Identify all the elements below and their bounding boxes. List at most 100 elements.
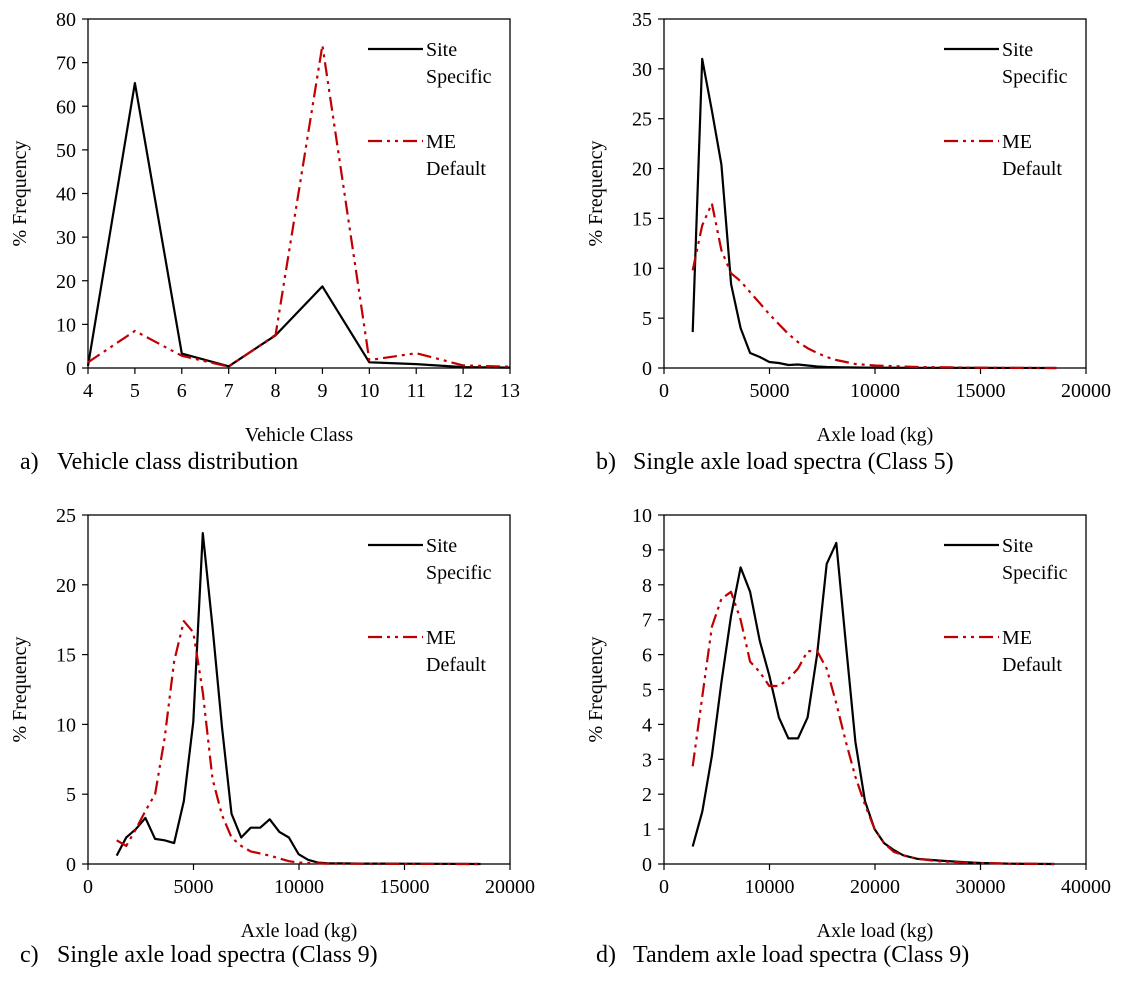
x-tick-label: 5000 (750, 380, 790, 402)
y-tick-label: 15 (632, 208, 652, 230)
x-axis-label: Vehicle Class (245, 424, 354, 446)
x-tick-label: 10000 (745, 876, 795, 898)
legend-label: Default (1002, 654, 1062, 676)
y-tick-label: 5 (66, 784, 76, 806)
x-tick-label: 20000 (1061, 380, 1111, 402)
legend-label: Default (426, 654, 486, 676)
y-axis-label: % Frequency (9, 636, 31, 742)
x-tick-label: 8 (271, 380, 281, 402)
legend-label: Specific (1002, 562, 1068, 584)
x-tick-label: 11 (407, 380, 426, 402)
y-tick-label: 0 (642, 854, 652, 876)
x-tick-label: 7 (224, 380, 234, 402)
series-line-me-default (691, 590, 1055, 866)
x-tick-label: 0 (83, 876, 93, 898)
x-tick-label: 4 (83, 380, 93, 402)
y-tick-label: 10 (632, 258, 652, 280)
y-tick-label: 20 (632, 159, 652, 181)
caption-letter: c) (20, 942, 39, 968)
y-tick-label: 8 (642, 575, 652, 597)
y-axis-label: % Frequency (9, 140, 31, 246)
legend-label: Specific (426, 66, 492, 88)
y-tick-label: 15 (56, 645, 76, 667)
x-tick-label: 13 (500, 380, 520, 402)
legend-label: Site (426, 39, 457, 61)
x-tick-label: 10 (359, 380, 379, 402)
x-tick-label: 9 (317, 380, 327, 402)
caption-letter: b) (596, 449, 616, 475)
chart-panel-1: 0 10 20 30 40 50 60 70 80 4 5 6 7 8 9 10 11 12 13 Vehicle C… (9, 9, 520, 475)
y-tick-label: 10 (56, 314, 76, 336)
x-tick-label: 5000 (174, 876, 214, 898)
y-tick-label: 0 (642, 358, 652, 380)
series-line-site-specific (691, 541, 1055, 866)
x-tick-label: 30000 (956, 876, 1006, 898)
x-tick-label: 10000 (274, 876, 324, 898)
legend-label: Site (1002, 39, 1033, 61)
x-tick-label: 5 (130, 380, 140, 402)
legend-label: Default (1002, 158, 1062, 180)
y-axis-label: % Frequency (585, 140, 607, 246)
y-axis-label: % Frequency (585, 636, 607, 742)
x-tick-label: 12 (453, 380, 473, 402)
legend-label: Specific (426, 562, 492, 584)
y-tick-label: 9 (642, 540, 652, 562)
series-line-site-specific (691, 57, 1057, 370)
x-tick-label: 20000 (850, 876, 900, 898)
y-tick-label: 30 (632, 59, 652, 81)
x-tick-label: 15000 (956, 380, 1006, 402)
caption-letter: a) (20, 449, 39, 475)
y-tick-label: 2 (642, 784, 652, 806)
x-axis-label: Axle load (kg) (817, 424, 934, 446)
x-tick-label: 40000 (1061, 876, 1111, 898)
y-tick-label: 1 (642, 819, 652, 841)
y-tick-label: 20 (56, 575, 76, 597)
chart-panel-4: 0 1 2 3 4 5 6 7 8 9 10 0 10000 20000 30000 40000 Axle lo… (585, 505, 1111, 968)
series-line-me-default (87, 44, 511, 368)
y-tick-label: 3 (642, 749, 652, 771)
series-line-me-default (691, 202, 1057, 370)
series-line-site-specific (86, 81, 511, 369)
y-tick-label: 6 (642, 645, 652, 667)
x-tick-label: 10000 (850, 380, 900, 402)
legend-label: ME (1002, 627, 1032, 649)
y-tick-label: 10 (56, 714, 76, 736)
x-tick-label: 6 (177, 380, 187, 402)
chart-panel-2: 0 5 10 15 20 25 30 35 0 5000 10000 15000 20000 Axle l… (585, 9, 1111, 475)
y-tick-label: 50 (56, 140, 76, 162)
legend-label: Specific (1002, 66, 1068, 88)
y-tick-label: 35 (632, 9, 652, 31)
y-tick-label: 60 (56, 96, 76, 118)
y-tick-label: 25 (56, 505, 76, 527)
x-axis-label: Axle load (kg) (241, 920, 358, 942)
caption-text: Vehicle class distribution (57, 449, 298, 475)
y-tick-label: 5 (642, 680, 652, 702)
y-tick-label: 20 (56, 271, 76, 293)
legend-label: Site (1002, 535, 1033, 557)
caption-text: Single axle load spectra (Class 5) (633, 449, 954, 475)
y-tick-label: 70 (56, 53, 76, 75)
caption-text: Tandem axle load spectra (Class 9) (633, 942, 969, 968)
y-tick-label: 4 (642, 714, 652, 736)
y-tick-label: 0 (66, 358, 76, 380)
legend-label: ME (1002, 131, 1032, 153)
series-line-me-default (116, 619, 481, 866)
x-tick-label: 0 (659, 380, 669, 402)
x-tick-label: 0 (659, 876, 669, 898)
y-tick-label: 80 (56, 9, 76, 31)
x-tick-label: 15000 (380, 876, 430, 898)
y-tick-label: 5 (642, 308, 652, 330)
legend-label: ME (426, 131, 456, 153)
legend-label: ME (426, 627, 456, 649)
y-tick-label: 40 (56, 184, 76, 206)
caption-text: Single axle load spectra (Class 9) (57, 942, 378, 968)
x-axis-label: Axle load (kg) (817, 920, 934, 942)
chart-panel-3: 0 5 10 15 20 25 0 5000 10000 15000 20000 Axle load … (9, 505, 535, 968)
x-tick-label: 20000 (485, 876, 535, 898)
legend-label: Site (426, 535, 457, 557)
caption-letter: d) (596, 942, 616, 968)
y-tick-label: 30 (56, 227, 76, 249)
legend-label: Default (426, 158, 486, 180)
y-tick-label: 25 (632, 109, 652, 131)
